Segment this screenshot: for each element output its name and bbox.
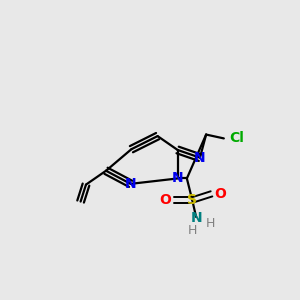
Text: H: H [205, 217, 214, 230]
Text: N: N [172, 172, 183, 185]
Text: O: O [214, 187, 226, 201]
Text: N: N [125, 177, 136, 191]
Text: H: H [188, 224, 197, 236]
Text: N: N [190, 212, 202, 226]
Text: N: N [194, 151, 206, 165]
Text: Cl: Cl [229, 131, 244, 146]
Text: O: O [159, 193, 171, 207]
Text: S: S [187, 193, 197, 207]
